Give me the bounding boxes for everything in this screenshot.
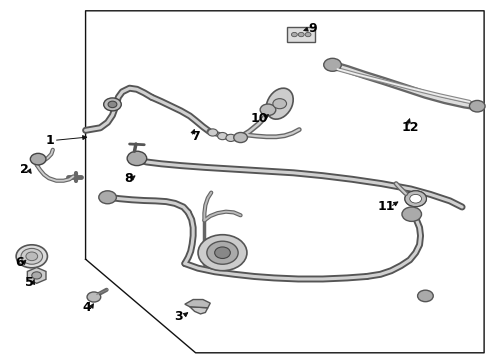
Ellipse shape (265, 88, 293, 119)
Circle shape (417, 290, 432, 302)
Circle shape (272, 99, 286, 109)
Circle shape (323, 58, 341, 71)
Circle shape (404, 191, 426, 207)
Circle shape (198, 235, 246, 271)
Circle shape (214, 247, 230, 258)
Text: 5: 5 (25, 276, 34, 289)
Circle shape (108, 101, 117, 108)
Text: 1: 1 (45, 134, 54, 147)
Text: 10: 10 (250, 112, 267, 125)
Circle shape (260, 104, 275, 116)
Polygon shape (27, 267, 46, 283)
FancyBboxPatch shape (286, 27, 315, 42)
Circle shape (16, 245, 47, 268)
Text: 7: 7 (191, 130, 200, 143)
Circle shape (26, 252, 38, 261)
Circle shape (291, 32, 297, 37)
Circle shape (305, 32, 310, 37)
Text: 9: 9 (308, 22, 317, 35)
Circle shape (409, 194, 421, 203)
Circle shape (21, 248, 42, 264)
Circle shape (87, 292, 101, 302)
Text: 6: 6 (15, 256, 24, 269)
Circle shape (401, 207, 421, 221)
Circle shape (468, 100, 484, 112)
Circle shape (225, 134, 235, 141)
Circle shape (206, 241, 238, 264)
Polygon shape (189, 307, 207, 314)
Text: 11: 11 (377, 201, 394, 213)
Circle shape (298, 32, 304, 37)
Circle shape (32, 272, 41, 279)
Text: 3: 3 (174, 310, 183, 323)
Circle shape (127, 151, 146, 166)
Circle shape (103, 98, 121, 111)
Circle shape (404, 191, 426, 207)
Text: 8: 8 (123, 172, 132, 185)
Text: 4: 4 (82, 301, 91, 314)
Text: 12: 12 (401, 121, 419, 134)
Circle shape (233, 132, 247, 143)
Circle shape (217, 132, 227, 140)
Polygon shape (184, 300, 210, 308)
Circle shape (30, 153, 46, 165)
Text: 2: 2 (20, 163, 29, 176)
Circle shape (99, 191, 116, 204)
Circle shape (207, 129, 217, 136)
